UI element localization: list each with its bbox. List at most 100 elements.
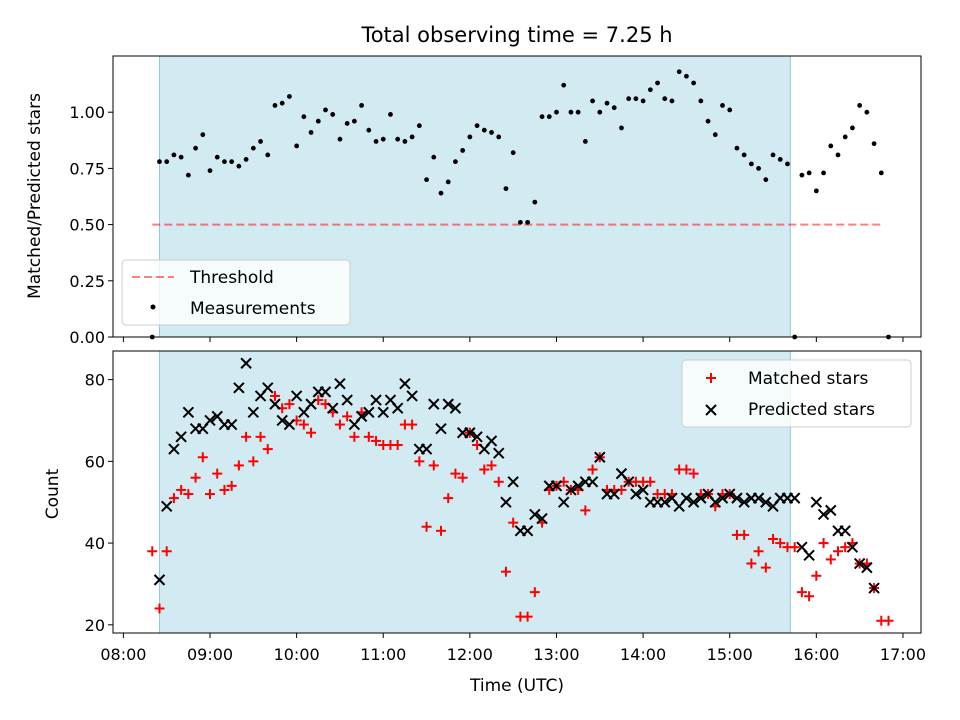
measurement-point — [344, 121, 350, 126]
matched-star-point — [414, 456, 425, 467]
bottom-legend: Matched stars Predicted stars — [681, 359, 912, 428]
matched-star-point — [197, 452, 208, 463]
predicted-star-point — [557, 496, 570, 508]
predicted-star-point — [709, 496, 721, 508]
predicted-star-point — [449, 402, 462, 414]
matched-star-point — [183, 489, 194, 500]
matched-star-point — [407, 419, 418, 430]
top-y-tick-label: 0.25 — [69, 272, 105, 291]
matched-star-point — [262, 444, 273, 455]
measurement-point — [785, 161, 790, 167]
bottom-x-ticks: 08:00 09:00 10:00 11:00 12:00 13:00 14:00 15:00… — [100, 633, 926, 664]
measurement-point — [214, 154, 220, 160]
measurement-point — [517, 219, 523, 225]
matched-star-point — [306, 427, 317, 438]
measurement-point — [380, 136, 386, 142]
x-tick-label: 12:00 — [447, 645, 493, 664]
measurement-point — [727, 107, 733, 113]
predicted-star-point — [565, 484, 577, 496]
measurement-point — [402, 139, 408, 144]
measurements-legend-swatch — [150, 304, 156, 310]
predicted-star-point — [738, 496, 750, 508]
bottom-legend-box — [681, 359, 912, 428]
measurement-point — [857, 103, 863, 108]
matched-star-point — [450, 468, 461, 479]
measurement-point — [698, 98, 704, 104]
measurement-point — [691, 80, 697, 86]
predicted-stars-legend-marker — [705, 404, 717, 416]
measurement-point — [813, 188, 819, 194]
bottom-y-axis-label: Count — [43, 468, 63, 519]
matched-star-point — [284, 399, 295, 410]
x-axis-label: Time (UTC) — [469, 676, 564, 696]
measurement-point — [359, 103, 364, 108]
top-y-ticks: 0.00 0.25 0.50 0.75 1.00 — [69, 103, 113, 347]
measurement-point — [835, 152, 841, 158]
predicted-star-point — [536, 512, 548, 525]
measurement-point — [850, 125, 855, 131]
measurement-point — [756, 166, 761, 171]
predicted-star-point — [240, 357, 252, 369]
matched-star-point — [219, 484, 230, 495]
measurement-point — [546, 114, 552, 120]
predicted-star-point — [825, 504, 837, 517]
top-x-ticks — [122, 337, 904, 342]
predicted-star-point — [572, 480, 584, 492]
predicted-star-point — [810, 496, 823, 508]
x-tick-label: 10:00 — [274, 645, 320, 664]
measurement-point — [323, 107, 328, 113]
x-tick-label: 09:00 — [187, 645, 233, 664]
measurement-point — [388, 112, 393, 117]
measurement-point — [337, 136, 343, 142]
matched-star-point — [435, 525, 446, 536]
top-legend-box — [121, 259, 351, 326]
predicted-star-point — [861, 561, 873, 574]
bottom-y-tick-label: 80 — [85, 371, 105, 390]
measurement-point — [734, 145, 740, 151]
measurement-point — [640, 98, 646, 104]
threshold-legend-label: Threshold — [189, 268, 274, 288]
predicted-star-point — [225, 418, 238, 431]
x-tick-label: 13:00 — [533, 645, 579, 664]
predicted-star-point — [680, 492, 693, 504]
measurement-point — [539, 114, 545, 120]
predicted-star-point — [247, 406, 260, 419]
predicted-star-point — [608, 488, 620, 500]
predicted-star-point — [276, 414, 288, 427]
predicted-star-point — [428, 398, 440, 410]
matched-star-point — [241, 431, 252, 442]
measurement-point — [684, 73, 689, 79]
predicted-star-point — [485, 435, 498, 447]
measurement-point — [315, 118, 321, 124]
predicted-star-point — [290, 390, 303, 402]
measurement-point — [222, 159, 227, 165]
matched-star-point — [205, 489, 216, 500]
measurement-point — [171, 152, 177, 158]
predicted-star-point — [355, 410, 368, 423]
predicted-star-point — [233, 382, 245, 394]
matched-star-point — [443, 493, 454, 504]
matched-star-point — [298, 419, 309, 430]
predicted-star-point — [305, 398, 317, 410]
measurement-point — [655, 80, 660, 86]
measurement-point — [445, 179, 451, 185]
measurement-point — [294, 143, 300, 149]
measurement-point — [777, 157, 783, 162]
predicted-star-point — [839, 525, 851, 537]
predicted-star-point — [731, 492, 743, 504]
matched-star-point — [255, 431, 266, 442]
matched-star-point — [161, 546, 172, 557]
matched-star-point — [580, 505, 591, 516]
predicted-star-point — [817, 508, 830, 521]
matched-star-point — [840, 542, 851, 553]
matched-star-point — [269, 390, 280, 401]
matched-star-point — [212, 468, 223, 479]
measurement-point — [164, 159, 170, 165]
measurement-point — [438, 190, 444, 196]
x-tick-label: 15:00 — [707, 645, 753, 664]
matched-star-point — [775, 538, 786, 549]
predicted-stars-points — [153, 357, 880, 594]
predicted-star-point — [435, 422, 447, 435]
predicted-star-point — [363, 406, 375, 419]
predicted-star-point — [788, 492, 801, 504]
